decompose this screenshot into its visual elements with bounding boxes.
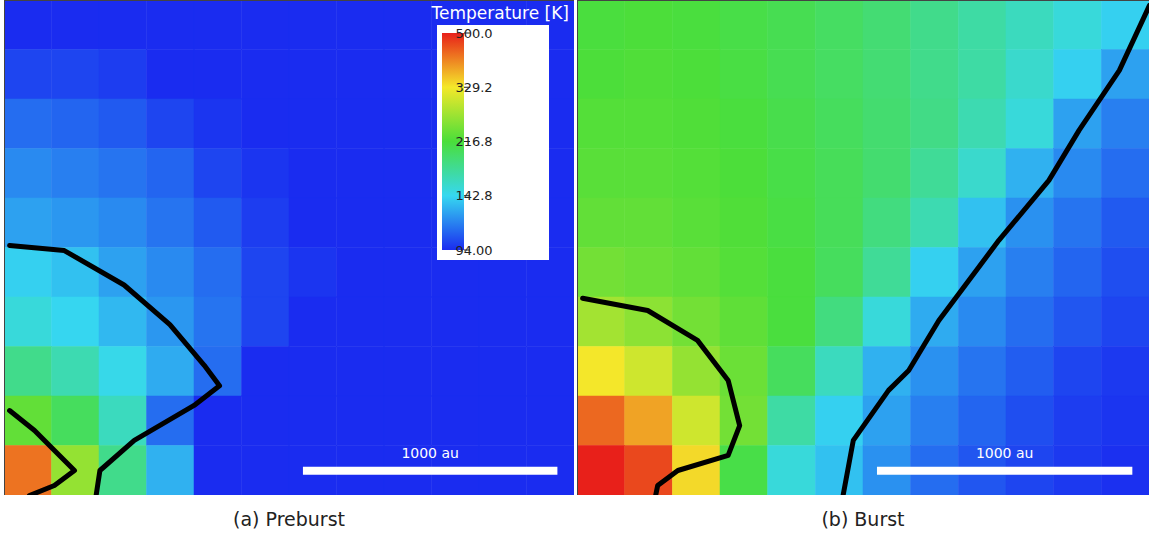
- svg-text:500.0: 500.0: [455, 26, 492, 41]
- svg-text:1000 au: 1000 au: [401, 445, 459, 461]
- html-text:(b) Burst: (b) Burst: [821, 508, 905, 530]
- svg-text:142.8: 142.8: [455, 188, 492, 203]
- svg-text:94.00: 94.00: [455, 243, 492, 258]
- html-text:(a) Preburst: (a) Preburst: [233, 508, 345, 530]
- svg-text:Temperature [K]: Temperature [K]: [430, 3, 569, 23]
- svg-text:216.8: 216.8: [455, 134, 492, 149]
- svg-text:329.2: 329.2: [455, 80, 492, 95]
- svg-text:1000 au: 1000 au: [976, 445, 1034, 461]
